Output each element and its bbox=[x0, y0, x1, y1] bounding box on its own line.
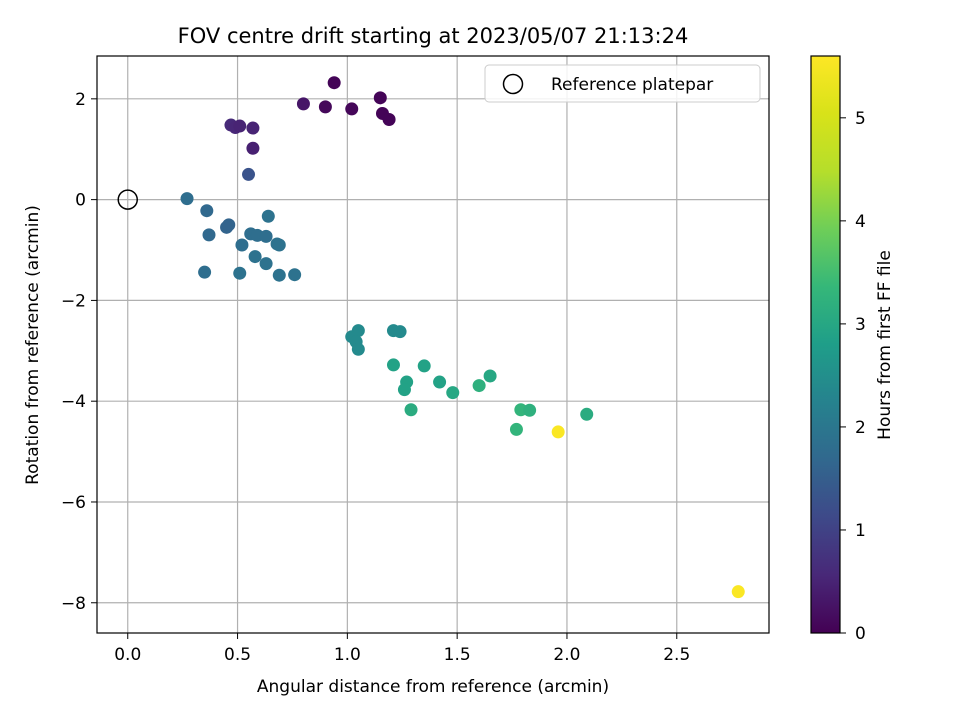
data-points bbox=[180, 76, 745, 599]
colorbar-gradient bbox=[810, 55, 841, 634]
x-axis-ticks: 0.0 0.5 1.0 1.5 2.0 2.5 bbox=[114, 633, 690, 665]
x-tick-label: 2.0 bbox=[553, 645, 580, 665]
y-tick-label: −4 bbox=[61, 392, 86, 412]
x-tick-label: 1.0 bbox=[334, 645, 361, 665]
y-tick-label: −8 bbox=[61, 594, 86, 614]
data-point bbox=[351, 324, 365, 338]
data-point bbox=[404, 403, 418, 417]
y-axis-label: Rotation from reference (arcmin) bbox=[23, 205, 43, 485]
data-point bbox=[222, 218, 236, 232]
data-point bbox=[248, 250, 262, 264]
data-point bbox=[433, 375, 447, 389]
x-tick-label: 1.5 bbox=[444, 645, 471, 665]
data-point bbox=[246, 121, 260, 135]
legend-reference-marker bbox=[502, 73, 524, 95]
y-tick-label: −6 bbox=[61, 493, 86, 513]
colorbar-ticks: 0 1 2 3 4 5 bbox=[840, 109, 866, 644]
data-point bbox=[523, 403, 537, 417]
plot-frame bbox=[96, 55, 770, 634]
data-point bbox=[393, 325, 407, 339]
legend-box bbox=[484, 64, 761, 103]
x-tick-label: 2.5 bbox=[663, 645, 690, 665]
chart-title: FOV centre drift starting at 2023/05/07 … bbox=[178, 24, 689, 48]
x-tick-label: 0.0 bbox=[114, 645, 141, 665]
legend: Reference platepar bbox=[484, 64, 761, 103]
data-point bbox=[327, 76, 341, 90]
data-point bbox=[235, 238, 249, 252]
data-point bbox=[397, 383, 411, 397]
data-point bbox=[272, 268, 286, 282]
data-point bbox=[198, 265, 212, 279]
grid bbox=[97, 56, 769, 633]
data-point bbox=[373, 91, 387, 105]
reference-platepar-marker bbox=[117, 189, 138, 210]
data-point bbox=[272, 238, 286, 252]
data-point bbox=[446, 386, 460, 400]
colorbar-tick-label: 2 bbox=[855, 418, 866, 438]
data-point bbox=[351, 342, 365, 356]
data-point bbox=[233, 119, 247, 133]
data-point bbox=[483, 369, 497, 383]
data-point bbox=[386, 358, 400, 372]
data-point bbox=[580, 407, 594, 421]
data-point bbox=[242, 167, 256, 181]
y-tick-label: −2 bbox=[61, 291, 86, 311]
colorbar-tick-label: 4 bbox=[855, 212, 866, 232]
colorbar-tick-label: 1 bbox=[855, 521, 866, 541]
y-axis-ticks: 2 0 −2 −4 −6 −8 bbox=[61, 90, 97, 614]
data-point bbox=[200, 204, 214, 218]
x-axis-label: Angular distance from reference (arcmin) bbox=[257, 677, 609, 697]
data-point bbox=[318, 100, 332, 114]
y-tick-label: 0 bbox=[75, 191, 86, 211]
data-point bbox=[509, 422, 523, 436]
data-point bbox=[382, 112, 396, 126]
data-point bbox=[345, 102, 359, 116]
data-point bbox=[417, 359, 431, 373]
data-point bbox=[261, 209, 275, 223]
data-point bbox=[246, 141, 260, 155]
data-point bbox=[259, 229, 273, 243]
x-tick-label: 0.5 bbox=[224, 645, 251, 665]
data-point bbox=[551, 425, 565, 439]
colorbar-tick-label: 5 bbox=[855, 109, 866, 129]
colorbar-tick-label: 0 bbox=[855, 624, 866, 644]
data-point bbox=[233, 266, 247, 280]
colorbar-label: Hours from first FF file bbox=[875, 250, 895, 440]
data-point bbox=[296, 97, 310, 111]
colorbar-tick-label: 3 bbox=[855, 315, 866, 335]
data-point bbox=[731, 585, 745, 599]
y-tick-label: 2 bbox=[75, 90, 86, 110]
legend-entry-reference: Reference platepar bbox=[551, 75, 713, 95]
plot-background bbox=[97, 56, 769, 633]
data-point bbox=[472, 379, 486, 393]
data-point bbox=[259, 257, 273, 271]
colorbar: 0 1 2 3 4 5 Hours from first FF file bbox=[810, 55, 895, 644]
data-point bbox=[202, 228, 216, 242]
plot-area: 0.0 0.5 1.0 1.5 2.0 2.5 2 0 −2 −4 −6 −8 Reference … bbox=[61, 55, 770, 665]
data-point bbox=[180, 192, 194, 206]
data-point bbox=[288, 268, 302, 282]
